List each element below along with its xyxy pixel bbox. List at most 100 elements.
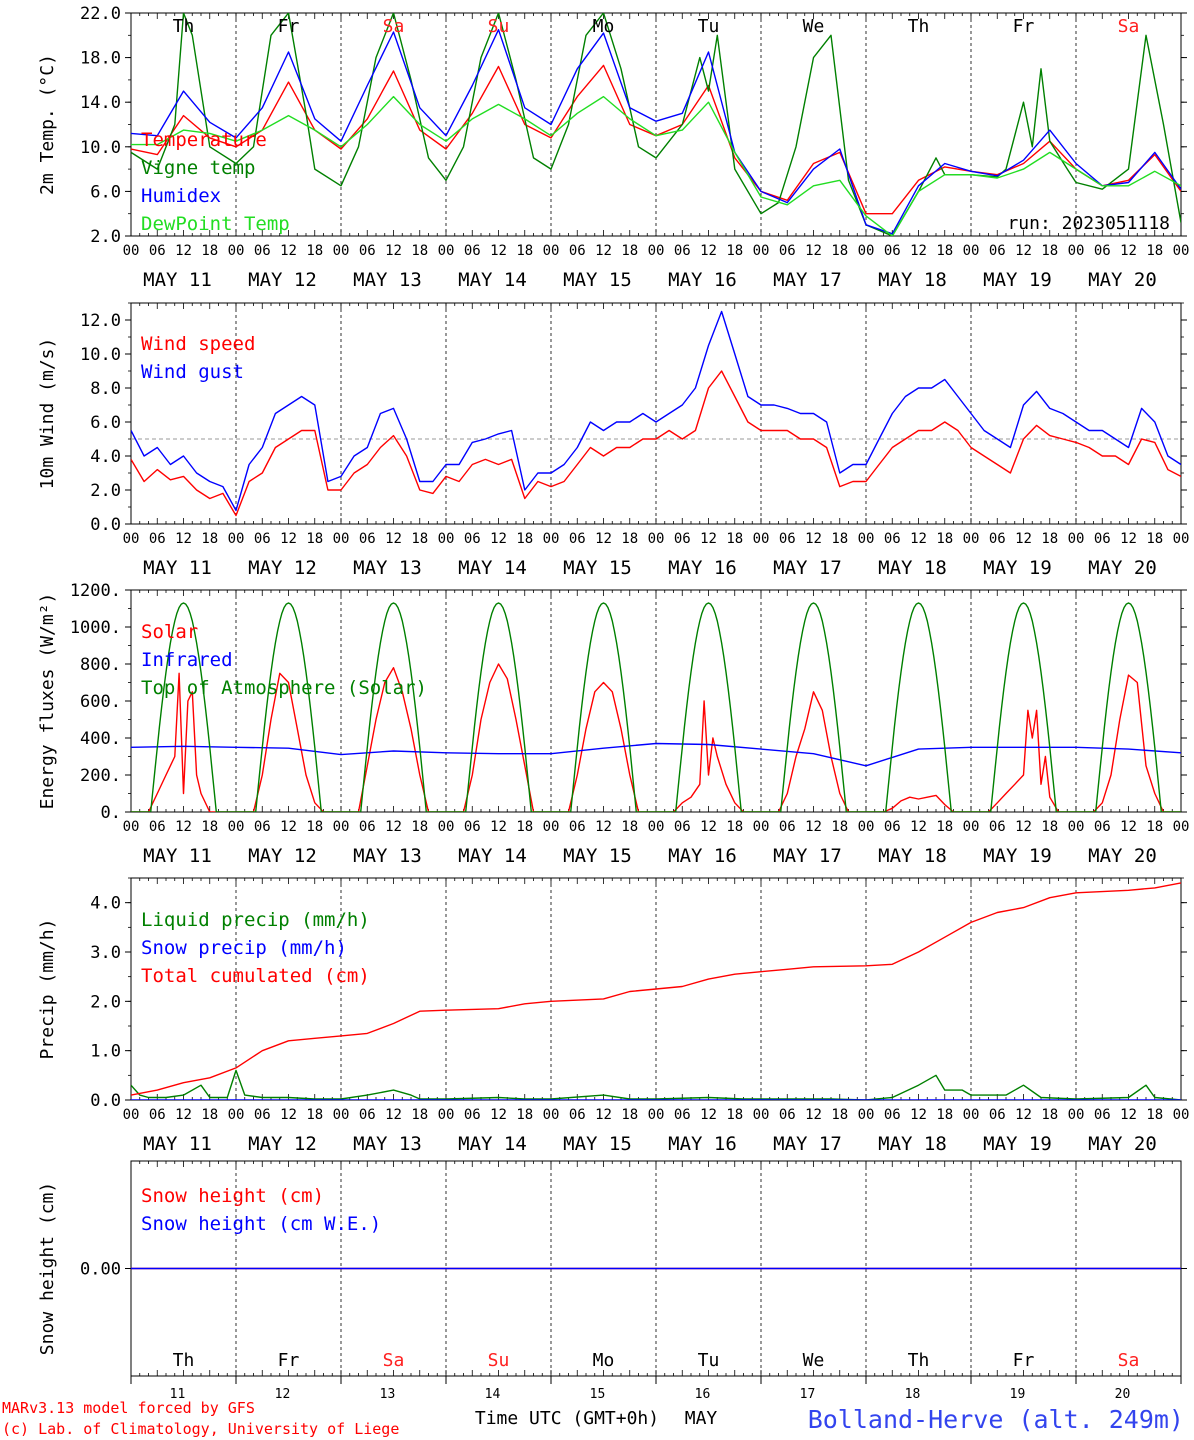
y-tick-label: 400.: [80, 729, 121, 749]
hour-tick-label: 00: [963, 819, 980, 835]
date-label: MAY 20: [1088, 1133, 1157, 1155]
date-label: MAY 15: [563, 269, 632, 291]
hour-tick-label: 18: [726, 243, 743, 259]
y-tick-label: 6.0: [90, 182, 121, 202]
weekday-label: Fr: [1013, 16, 1035, 37]
hour-tick-label: 00: [753, 243, 770, 259]
hour-tick-label: 18: [831, 243, 848, 259]
hour-tick-label: 00: [753, 531, 770, 547]
legend-entry: Infrared: [141, 649, 233, 671]
hour-tick-label: 00: [123, 531, 140, 547]
hour-tick-label: 18: [1041, 243, 1058, 259]
y-axis-label: Snow height (cm): [37, 1182, 58, 1355]
date-label: MAY 13: [353, 557, 422, 579]
hour-tick-label: 12: [280, 819, 297, 835]
hour-tick-label: 00: [858, 1107, 875, 1123]
hour-tick-label: 12: [490, 1107, 507, 1123]
date-label: MAY 15: [563, 845, 632, 867]
hour-tick-label: 12: [385, 1107, 402, 1123]
date-label: MAY 16: [668, 557, 737, 579]
y-tick-label: 1000.: [70, 618, 121, 638]
hour-tick-label: 18: [516, 819, 533, 835]
day-number: 18: [905, 1387, 921, 1402]
series-line-liquid-precip-mm-h-: [131, 1069, 1181, 1100]
hour-tick-label: 18: [831, 1107, 848, 1123]
series-line-dewpoint-temp: [131, 95, 1181, 236]
hour-tick-label: 06: [569, 1107, 586, 1123]
hour-tick-label: 00: [333, 531, 350, 547]
hour-tick-label: 18: [936, 531, 953, 547]
hour-tick-label: 06: [359, 819, 376, 835]
hour-tick-label: 18: [936, 243, 953, 259]
hour-tick-label: 00: [438, 819, 455, 835]
date-label: MAY 12: [248, 557, 317, 579]
hour-tick-label: 06: [359, 531, 376, 547]
date-label: MAY 16: [668, 269, 737, 291]
y-tick-label: 1.0: [90, 1042, 121, 1062]
series-line-wind-speed: [131, 370, 1181, 517]
hour-tick-label: 00: [1068, 243, 1085, 259]
weekday-label: Mo: [593, 16, 615, 37]
hour-tick-label: 12: [700, 819, 717, 835]
hour-tick-label: 12: [595, 243, 612, 259]
hour-tick-label: 06: [884, 531, 901, 547]
hour-tick-label: 00: [648, 243, 665, 259]
hour-tick-label: 00: [123, 819, 140, 835]
hour-tick-label: 06: [254, 819, 271, 835]
hour-tick-label: 18: [1146, 1107, 1163, 1123]
y-tick-label: 4.0: [90, 447, 121, 467]
hour-tick-label: 12: [805, 243, 822, 259]
day-number: 15: [590, 1387, 606, 1402]
hour-tick-label: 06: [779, 819, 796, 835]
hour-tick-label: 00: [858, 243, 875, 259]
hour-tick-label: 12: [595, 819, 612, 835]
hour-tick-label: 12: [175, 243, 192, 259]
hour-tick-label: 12: [280, 1107, 297, 1123]
hour-tick-label: 06: [254, 243, 271, 259]
hour-tick-label: 06: [254, 1107, 271, 1123]
y-tick-label: 8.0: [90, 379, 121, 399]
weekday-label: Su: [488, 1350, 510, 1371]
hour-tick-label: 18: [411, 1107, 428, 1123]
y-tick-label: 6.0: [90, 413, 121, 433]
hour-tick-label: 06: [674, 243, 691, 259]
hour-tick-label: 00: [1173, 1107, 1190, 1123]
series-line-infrared: [131, 742, 1181, 767]
hour-tick-label: 00: [1068, 531, 1085, 547]
weekday-label: Sa: [383, 16, 405, 37]
date-label: MAY 12: [248, 1133, 317, 1155]
hour-tick-label: 18: [201, 819, 218, 835]
hour-tick-label: 12: [385, 531, 402, 547]
weekday-label: Sa: [383, 1350, 405, 1371]
hour-tick-label: 06: [1094, 1107, 1111, 1123]
hour-tick-label: 12: [1015, 819, 1032, 835]
month-label: MAY: [685, 1408, 718, 1429]
hour-tick-label: 18: [516, 531, 533, 547]
hour-tick-label: 06: [779, 1107, 796, 1123]
hour-tick-label: 18: [306, 1107, 323, 1123]
legend-entry: Wind speed: [141, 333, 255, 355]
hour-tick-label: 06: [569, 819, 586, 835]
weekday-label: Tu: [698, 1350, 720, 1371]
date-label: MAY 20: [1088, 557, 1157, 579]
hour-tick-label: 12: [1120, 819, 1137, 835]
hour-tick-label: 12: [385, 243, 402, 259]
panel-1: 2.0 6.0 10.0 14.0 18.0 22.0 2m Temp. (°C) Tempe…: [37, 4, 1189, 291]
hour-tick-label: 18: [831, 531, 848, 547]
model-credit: MARv3.13 model forced by GFS: [2, 1399, 255, 1417]
panel-2: 0.0 2.0 4.0 6.0 8.0 10.0 12.0 10m Wind (m/s) Win…: [37, 302, 1189, 579]
date-label: MAY 14: [458, 1133, 527, 1155]
day-number: 11: [170, 1387, 186, 1402]
hour-tick-label: 12: [700, 243, 717, 259]
hour-tick-label: 06: [1094, 243, 1111, 259]
hour-tick-label: 18: [936, 819, 953, 835]
legend-entry: Wind gust: [141, 361, 244, 383]
date-label: MAY 11: [143, 1133, 212, 1155]
hour-tick-label: 00: [543, 531, 560, 547]
series-line-wind-gust: [131, 310, 1181, 512]
hour-tick-label: 18: [411, 243, 428, 259]
legend-entry: DewPoint Temp: [141, 213, 290, 235]
legend-entry: Snow height (cm): [141, 1185, 324, 1207]
hour-tick-label: 00: [648, 1107, 665, 1123]
series-line-total-cumulated-cm-: [131, 882, 1181, 1096]
